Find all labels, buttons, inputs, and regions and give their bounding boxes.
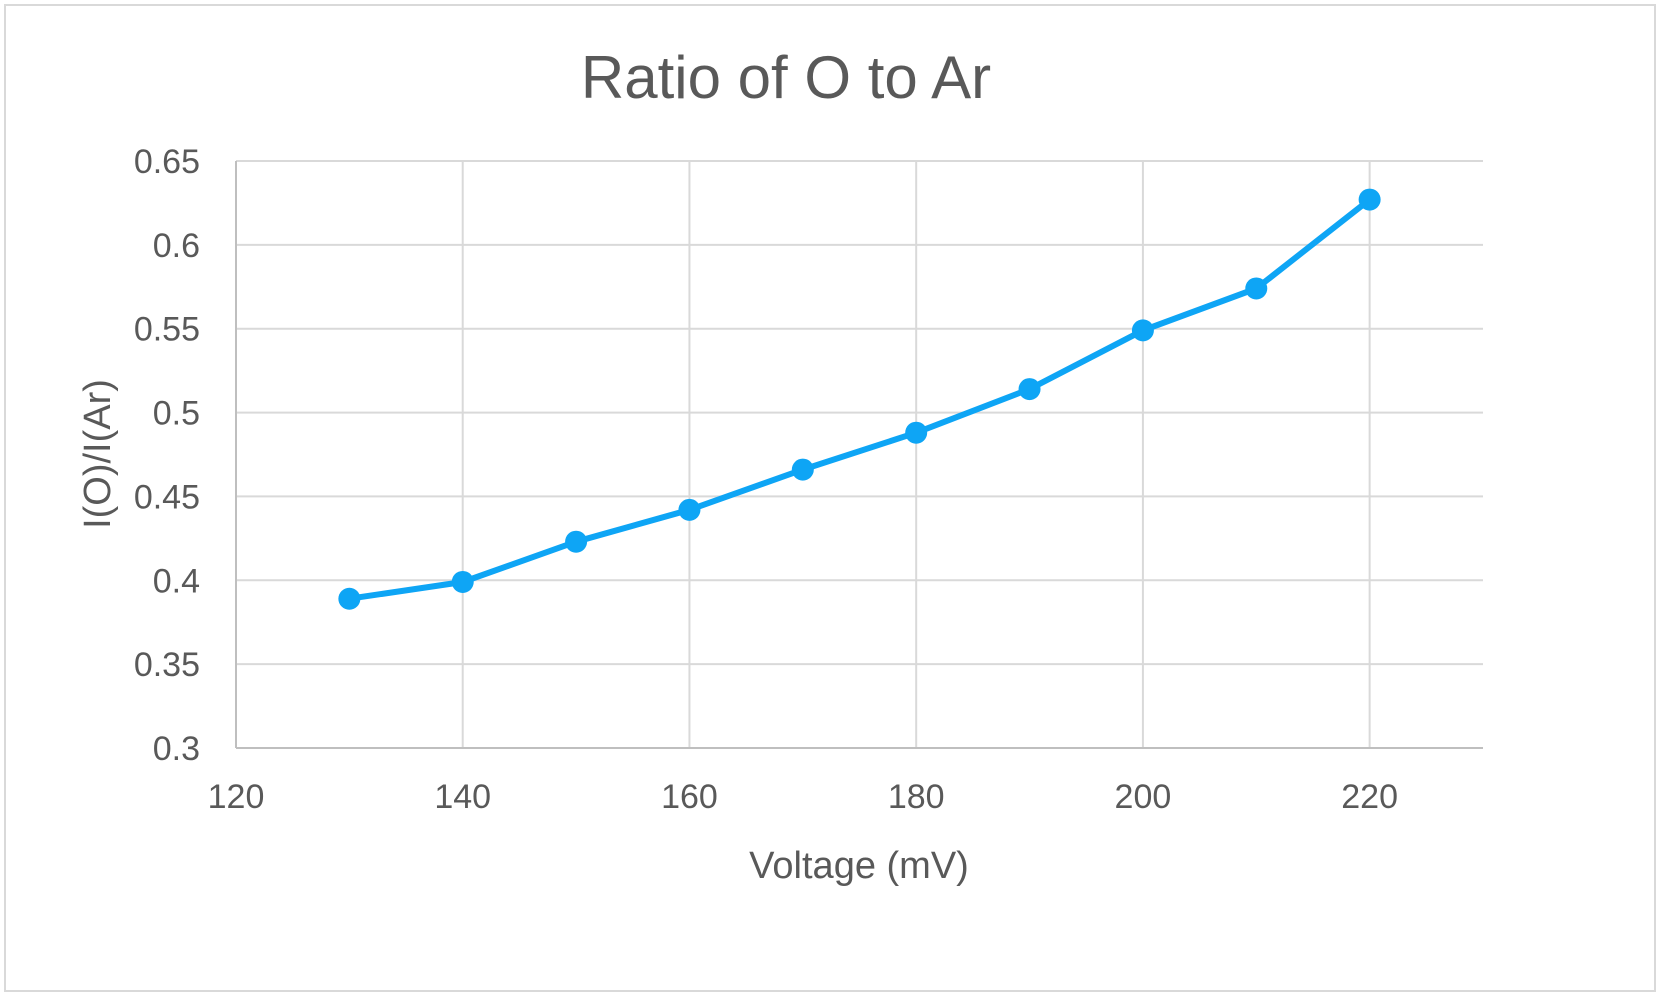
y-tick-label: 0.5 (153, 395, 200, 433)
x-tick-label: 120 (208, 778, 265, 816)
line-chart: 0.3 0.35 0.4 0.45 0.5 0.55 0.6 0.65 120 140 160 180… (77, 44, 1483, 887)
grid-lines (236, 160, 1483, 748)
x-tick-label: 220 (1341, 778, 1398, 816)
data-point (1245, 277, 1268, 300)
y-axis-label: I(O)/I(Ar) (77, 379, 119, 529)
chart-title: Ratio of O to Ar (581, 44, 991, 111)
data-point (1358, 188, 1381, 211)
tick-labels: 0.3 0.35 0.4 0.45 0.5 0.55 0.6 0.65 120 140 160 180… (134, 143, 1398, 816)
data-point (338, 587, 361, 610)
y-tick-label: 0.3 (153, 730, 200, 768)
data-point (1131, 319, 1154, 342)
y-tick-label: 0.6 (153, 227, 200, 265)
series-layer (338, 188, 1381, 610)
data-point (565, 530, 588, 553)
data-point (791, 458, 814, 481)
y-tick-label: 0.55 (134, 311, 200, 349)
axes (235, 161, 1483, 749)
y-tick-label: 0.35 (134, 646, 200, 684)
data-point (451, 570, 474, 593)
data-point (678, 498, 701, 521)
y-tick-label: 0.4 (153, 562, 200, 600)
data-point (1018, 378, 1041, 401)
x-tick-label: 200 (1115, 778, 1172, 816)
y-tick-label: 0.65 (134, 143, 200, 181)
x-tick-label: 160 (661, 778, 718, 816)
series-line (346, 196, 1373, 602)
y-tick-label: 0.45 (134, 478, 200, 516)
x-tick-label: 180 (888, 778, 945, 816)
chart-frame: 0.3 0.35 0.4 0.45 0.5 0.55 0.6 0.65 120 140 160 180… (4, 4, 1656, 992)
x-axis-label: Voltage (mV) (749, 845, 969, 887)
data-point (905, 421, 928, 444)
x-tick-label: 140 (434, 778, 491, 816)
